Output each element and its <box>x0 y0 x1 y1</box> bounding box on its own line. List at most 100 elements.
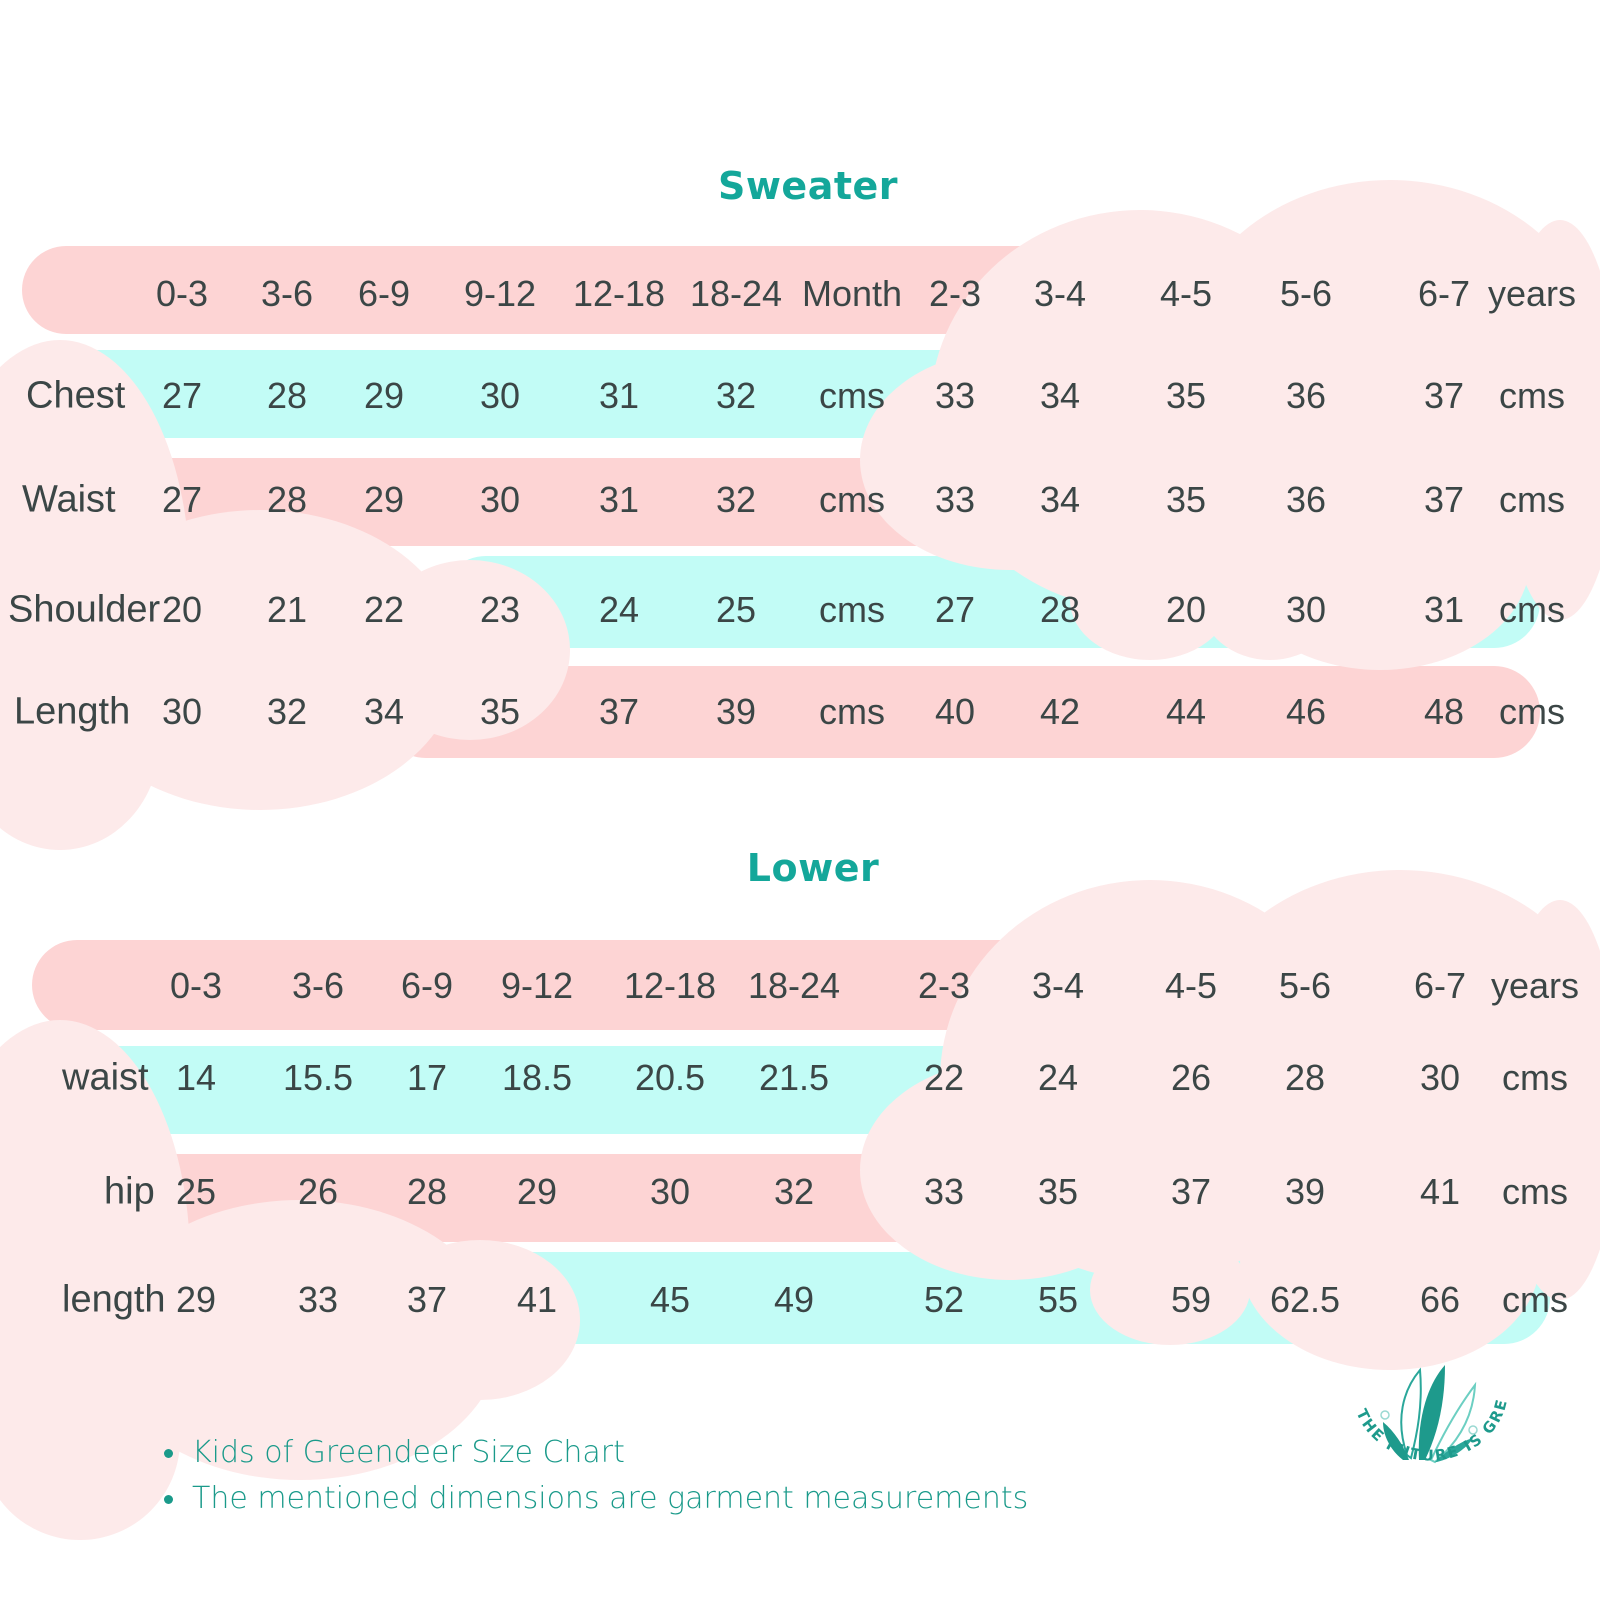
sweater-title: Sweater <box>717 164 899 208</box>
value-cell: 49 <box>773 1279 815 1320</box>
row-label: Waist <box>22 478 116 521</box>
value-cell: 20.5 <box>634 1057 706 1098</box>
value-cell: 31 <box>1423 589 1465 630</box>
value-cell: 30 <box>161 691 203 732</box>
row-label: Length <box>14 690 131 733</box>
header-cell: 5-6 <box>1279 273 1333 314</box>
note-item: The mentioned dimensions are garment mea… <box>160 1476 1028 1522</box>
leaves-icon <box>1380 1365 1478 1464</box>
value-cell: 21.5 <box>758 1057 830 1098</box>
value-cell: 40 <box>934 691 976 732</box>
value-cell: cms <box>1502 1279 1568 1320</box>
value-cell: 24 <box>598 589 640 630</box>
value-cell: 41 <box>516 1279 558 1320</box>
notes-list: Kids of Greendeer Size Chart The mention… <box>160 1430 1028 1522</box>
value-cell: 62.5 <box>1269 1279 1341 1320</box>
value-cell: 29 <box>175 1279 217 1320</box>
value-cell: 33 <box>934 375 976 416</box>
value-cell: cms <box>819 691 885 732</box>
value-cell: 20 <box>161 589 203 630</box>
value-cell: cms <box>819 375 885 416</box>
value-cell: 20 <box>1165 589 1207 630</box>
value-cell: cms <box>1499 479 1565 520</box>
value-cell: 45 <box>649 1279 691 1320</box>
value-cell: 48 <box>1423 691 1465 732</box>
header-cell: 18-24 <box>747 965 841 1006</box>
value-cell: cms <box>1499 589 1565 630</box>
value-cell: 44 <box>1165 691 1207 732</box>
header-cell: 12-18 <box>623 965 717 1006</box>
value-cell: 25 <box>715 589 757 630</box>
lower-waist-bar <box>44 1046 1124 1134</box>
value-cell: 37 <box>598 691 640 732</box>
header-cell: 4-5 <box>1159 273 1213 314</box>
header-cell: 12-18 <box>572 273 666 314</box>
value-cell: 35 <box>1037 1171 1079 1212</box>
value-cell: 35 <box>1165 479 1207 520</box>
value-cell: 25 <box>175 1171 217 1212</box>
value-cell: cms <box>819 589 885 630</box>
value-cell: 26 <box>1170 1057 1212 1098</box>
brand-logo: THE FUTURE IS GREEN <box>1345 1360 1509 1465</box>
value-cell: 59 <box>1170 1279 1212 1320</box>
value-cell: 39 <box>1284 1171 1326 1212</box>
row-label: Chest <box>26 374 126 417</box>
value-cell: 30 <box>479 375 521 416</box>
header-cell: 6-9 <box>357 273 411 314</box>
value-cell: cms <box>1499 691 1565 732</box>
value-cell: 33 <box>934 479 976 520</box>
lower-title: Lower <box>746 846 880 890</box>
value-cell: 35 <box>479 691 521 732</box>
header-cell: 9-12 <box>500 965 574 1006</box>
value-cell: 26 <box>297 1171 339 1212</box>
row-label: hip <box>104 1170 155 1213</box>
value-cell: cms <box>819 479 885 520</box>
header-cell: 4-5 <box>1164 965 1218 1006</box>
value-cell: 36 <box>1285 479 1327 520</box>
header-cell: 3-6 <box>260 273 314 314</box>
value-cell: 34 <box>1039 479 1081 520</box>
value-cell: 29 <box>516 1171 558 1212</box>
value-cell: 30 <box>479 479 521 520</box>
note-item: Kids of Greendeer Size Chart <box>160 1430 1028 1476</box>
value-cell: 33 <box>297 1279 339 1320</box>
value-cell: 17 <box>406 1057 448 1098</box>
value-cell: 36 <box>1285 375 1327 416</box>
value-cell: 21 <box>266 589 308 630</box>
value-cell: 37 <box>1170 1171 1212 1212</box>
value-cell: cms <box>1502 1057 1568 1098</box>
value-cell: 46 <box>1285 691 1327 732</box>
row-label: length <box>62 1278 166 1321</box>
value-cell: 34 <box>363 691 405 732</box>
value-cell: 27 <box>161 479 203 520</box>
header-cell: years <box>1487 273 1577 314</box>
value-cell: cms <box>1499 375 1565 416</box>
sweater-length-bar <box>380 666 1540 758</box>
value-cell: 28 <box>1284 1057 1326 1098</box>
value-cell: 28 <box>266 375 308 416</box>
header-cell: 9-12 <box>463 273 537 314</box>
value-cell: 32 <box>715 375 757 416</box>
value-cell: 30 <box>649 1171 691 1212</box>
value-cell: 28 <box>406 1171 448 1212</box>
header-cell: 2-3 <box>928 273 982 314</box>
header-cell: 3-4 <box>1033 273 1087 314</box>
header-cell: 3-4 <box>1031 965 1085 1006</box>
header-cell: 6-9 <box>400 965 454 1006</box>
value-cell: 66 <box>1419 1279 1461 1320</box>
value-cell: 32 <box>266 691 308 732</box>
row-label: Shoulder <box>8 588 161 631</box>
value-cell: cms <box>1502 1171 1568 1212</box>
sweater-header-bar <box>22 246 1122 334</box>
value-cell: 22 <box>923 1057 965 1098</box>
value-cell: 52 <box>923 1279 965 1320</box>
value-cell: 39 <box>715 691 757 732</box>
value-cell: 24 <box>1037 1057 1079 1098</box>
header-cell: years <box>1490 965 1580 1006</box>
value-cell: 28 <box>1039 589 1081 630</box>
value-cell: 14 <box>175 1057 217 1098</box>
value-cell: 27 <box>934 589 976 630</box>
sweater-chest-bar <box>34 350 1114 438</box>
value-cell: 37 <box>1423 375 1465 416</box>
